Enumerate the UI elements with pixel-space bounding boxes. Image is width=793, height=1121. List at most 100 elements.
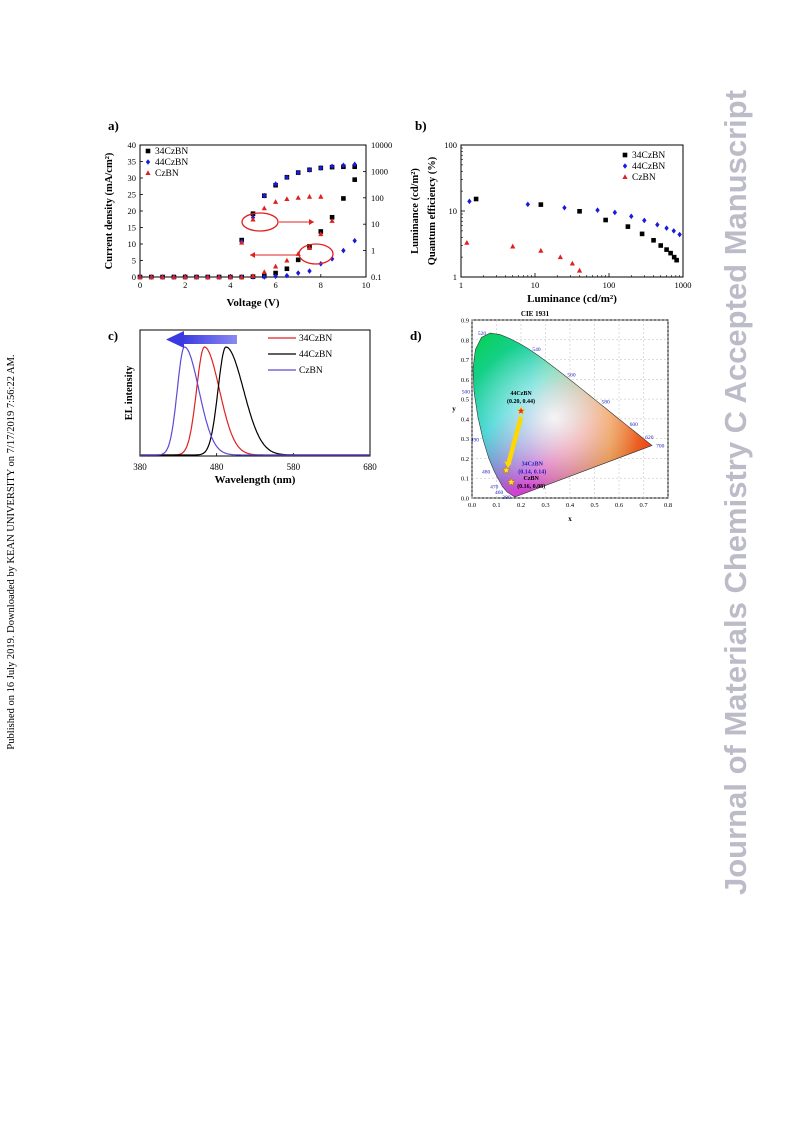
point-34CzBN-star <box>501 465 511 475</box>
x-tick-label: 0.1 <box>492 502 500 509</box>
panel-a-x-axis-label: Voltage (V) <box>226 297 279 309</box>
legend-marker <box>145 159 151 165</box>
panel-a-ticks: 0 2 4 6 8 1005101520253035400.111010010001000… <box>128 140 393 290</box>
x-tick-label: 1000 <box>675 280 692 290</box>
efficiency-point <box>576 267 583 273</box>
efficiency-point <box>557 254 563 260</box>
current-density-point <box>341 247 346 254</box>
current-density-point <box>273 263 279 269</box>
efficiency-point <box>562 204 567 211</box>
x-tick-label: 100 <box>603 280 616 290</box>
y-tick-label: 0 <box>132 272 136 282</box>
current-density-point <box>273 273 278 280</box>
efficiency-point <box>473 196 479 202</box>
panel-b-points <box>464 196 682 273</box>
luminance-point <box>273 181 278 187</box>
y-tick-label: 10 <box>449 206 458 216</box>
y-tick-label: 0.6 <box>461 377 470 384</box>
wavelength-label: 500 <box>462 390 471 396</box>
x-tick-label: 480 <box>210 462 224 472</box>
current-density-point <box>216 274 222 279</box>
x-tick-label: 6 <box>273 280 277 290</box>
current-density-point <box>261 269 267 275</box>
luminance-point <box>295 195 301 200</box>
current-density-point <box>250 273 256 279</box>
efficiency-point <box>525 201 531 208</box>
efficiency-point <box>642 217 647 224</box>
current-density-point <box>306 245 313 250</box>
shift-arrow-head <box>504 461 512 469</box>
current-density-point <box>182 274 188 279</box>
y-tick-label: 5 <box>132 256 136 266</box>
y-tick-label: 0.7 <box>461 357 470 364</box>
panel-a-points <box>137 161 357 280</box>
x-tick-label: 0.5 <box>590 502 598 509</box>
y-tick-label: 0.5 <box>461 397 469 404</box>
x-tick-label: 0.2 <box>517 502 525 509</box>
panel-d-ticks: 0.0 0.1 0.2 0.3 0.4 0.5 0.6 0.7 0.8 0.0 0.1 0.2 0.3 0… <box>461 318 672 510</box>
efficiency-point <box>671 228 676 234</box>
x-tick-label: 0.7 <box>639 502 648 509</box>
shift-arrow-shaft <box>506 416 524 465</box>
luminance-point <box>284 174 290 181</box>
wavelength-label: 560 <box>567 373 576 379</box>
luminance-point <box>273 199 279 204</box>
x-tick-label: 8 <box>319 280 323 290</box>
panel-a-y2-axis-label: Luminance (cd/m²) <box>410 168 421 254</box>
efficiency-point <box>664 225 669 231</box>
point-CzBN-name: CzBN <box>524 476 540 482</box>
panel-d-label: d) <box>410 328 422 343</box>
legend-marker <box>622 163 628 169</box>
y2-tick-label: 1 <box>371 246 375 256</box>
luminance-point <box>307 166 312 173</box>
x-tick-label: 4 <box>228 280 233 290</box>
wavelength-label: 620 <box>645 435 654 441</box>
luminance-point <box>284 196 290 202</box>
point-CzBN-star <box>506 477 516 487</box>
blue-shift-arrow-head <box>166 331 184 348</box>
x-tick-label: 10 <box>531 280 540 290</box>
x-tick-label: 0 <box>138 280 142 290</box>
legend-label: 44CzBN <box>632 162 665 172</box>
panel-c-label: c) <box>108 328 118 343</box>
y-tick-label: 0.1 <box>461 476 469 483</box>
current-density-point <box>227 274 233 279</box>
wavelength-label: 700 <box>656 444 665 450</box>
efficiency-point <box>612 209 618 216</box>
y-tick-label: 0.3 <box>461 436 469 443</box>
x-tick-label: 0.4 <box>566 502 575 509</box>
efficiency-point <box>464 239 470 245</box>
y-tick-label: 15 <box>128 223 137 233</box>
current-circle-annotation <box>241 212 279 232</box>
panel-c-legend: 34CzBN 44CzBN CzBN <box>268 334 332 376</box>
y2-tick-label: 100 <box>371 193 384 203</box>
panel-b-label: b) <box>415 118 427 133</box>
y-tick-label: 100 <box>444 140 457 150</box>
panel-a-label: a) <box>108 118 119 133</box>
legend-label: 34CzBN <box>155 147 188 157</box>
panel-b-x-axis-label: Luminance (cd/m²) <box>527 293 617 305</box>
y2-tick-label: 10000 <box>371 140 392 150</box>
current-density-point <box>352 237 357 244</box>
wavelength-label: 460 <box>495 490 504 496</box>
luminance-point <box>296 169 301 176</box>
luminance-point <box>306 193 313 199</box>
legend-label: CzBN <box>299 366 323 376</box>
current-density-point <box>329 256 335 262</box>
legend-marker <box>145 170 151 175</box>
panel-a-annotations <box>241 212 334 265</box>
luminance-point <box>318 193 324 199</box>
efficiency-point <box>658 243 664 248</box>
x-tick-label: 0.6 <box>615 502 624 509</box>
efficiency-point <box>577 208 582 214</box>
efficiency-point <box>538 247 544 253</box>
luminance-point <box>261 205 267 211</box>
current-density-point <box>284 266 290 272</box>
current-density-point <box>273 270 278 276</box>
efficiency-point <box>674 257 679 263</box>
spectrum-line <box>140 346 370 456</box>
y-tick-label: 25 <box>128 190 137 200</box>
